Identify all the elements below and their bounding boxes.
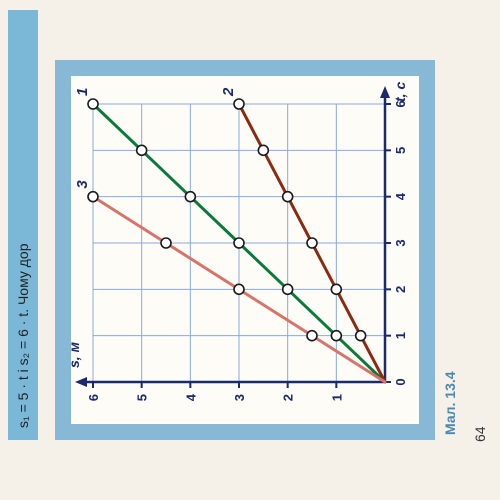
svg-text:6: 6 bbox=[86, 394, 101, 401]
svg-text:0: 0 bbox=[393, 378, 408, 385]
formula-text: s₁ = 5 · t і s₂ = 6 · t. Чому дор bbox=[15, 243, 31, 428]
svg-text:1: 1 bbox=[329, 394, 344, 401]
svg-text:1: 1 bbox=[74, 88, 91, 96]
svg-text:2: 2 bbox=[220, 87, 237, 97]
page-number: 64 bbox=[472, 426, 488, 442]
formula-strip: s₁ = 5 · t і s₂ = 6 · t. Чому дор bbox=[8, 10, 38, 440]
chart-frame: 0123456123456s, мt, c123 bbox=[55, 60, 435, 440]
svg-text:2: 2 bbox=[393, 286, 408, 293]
svg-text:4: 4 bbox=[393, 192, 408, 200]
chart-card: 0123456123456s, мt, c123 bbox=[71, 76, 419, 424]
svg-text:t, c: t, c bbox=[392, 82, 408, 102]
svg-text:3: 3 bbox=[74, 180, 91, 189]
page: s₁ = 5 · t і s₂ = 6 · t. Чому дор 0 1 2 3 4 5… bbox=[0, 0, 500, 500]
svg-text:2: 2 bbox=[281, 394, 296, 401]
svg-text:3: 3 bbox=[393, 239, 408, 246]
svg-text:4: 4 bbox=[183, 393, 198, 401]
svg-text:5: 5 bbox=[135, 394, 150, 401]
figure-caption: Мал. 13.4 bbox=[442, 371, 458, 435]
svg-text:1: 1 bbox=[393, 332, 408, 339]
svg-text:5: 5 bbox=[393, 147, 408, 154]
svg-text:s, м: s, м bbox=[71, 341, 82, 368]
svg-text:3: 3 bbox=[232, 394, 247, 401]
distance-time-chart: 0123456123456s, мt, c123 bbox=[71, 76, 419, 424]
